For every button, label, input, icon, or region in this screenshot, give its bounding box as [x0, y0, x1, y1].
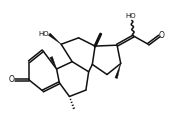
Text: O: O	[159, 31, 165, 40]
Polygon shape	[115, 64, 121, 78]
Polygon shape	[48, 33, 61, 44]
Text: HO: HO	[125, 13, 136, 19]
Polygon shape	[50, 57, 57, 69]
Text: HO: HO	[39, 31, 49, 37]
Text: O: O	[9, 75, 15, 84]
